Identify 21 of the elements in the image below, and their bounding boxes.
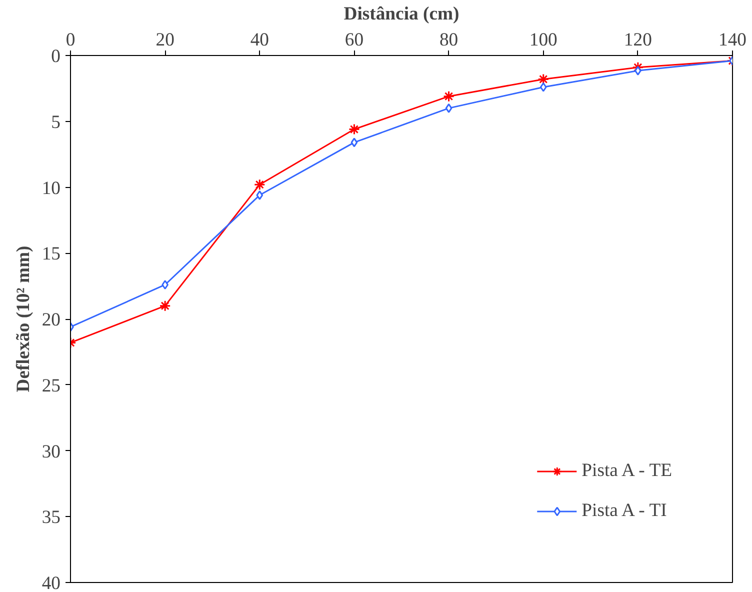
y-tick-label: 30 [42,441,60,462]
y-tick-label: 5 [51,112,60,133]
x-tick-label: 80 [439,30,458,50]
y-tick-label: 25 [42,375,60,396]
x-tick-label: 100 [529,30,558,50]
y-axis-title: Deflexão (10² mm) [12,246,34,392]
y-tick-label: 0 [51,46,60,67]
x-tick-label: 20 [156,30,174,50]
y-tick-label: 10 [42,178,60,199]
y-tick-label: 15 [42,244,60,265]
x-tick-label: 0 [66,30,76,50]
x-axis-title: Distância (cm) [344,4,460,24]
legend-label: Pista A - TE [582,460,672,482]
y-tick-label: 40 [42,573,60,592]
y-tick-label: 35 [42,507,60,528]
x-tick-label: 40 [250,30,269,50]
y-tick-label: 20 [42,310,60,330]
legend-label: Pista A - TI [582,500,667,522]
x-tick-label: 60 [344,30,364,50]
x-tick-label: 140 [718,30,746,50]
x-tick-label: 120 [624,30,652,50]
